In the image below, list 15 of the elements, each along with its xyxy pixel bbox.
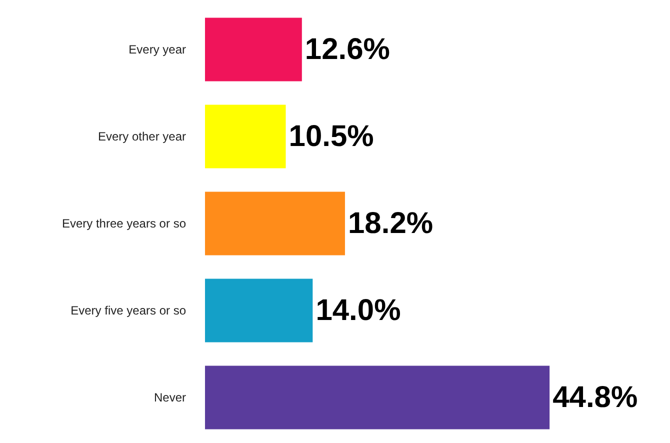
data-label: 14.0% bbox=[316, 294, 401, 328]
data-label: 44.8% bbox=[552, 381, 638, 414]
bar bbox=[205, 366, 550, 430]
data-label: 18.2% bbox=[348, 207, 434, 240]
data-label: 10.5% bbox=[288, 120, 374, 154]
y-tick-label: Every year bbox=[128, 42, 186, 57]
bar bbox=[205, 192, 345, 256]
y-tick-label: Every five years or so bbox=[70, 304, 186, 318]
y-tick-label: Every other year bbox=[98, 130, 186, 144]
y-tick-label: Every three years or so bbox=[62, 216, 186, 231]
bar bbox=[205, 104, 286, 168]
bar bbox=[205, 18, 302, 82]
y-tick-label: Never bbox=[154, 390, 186, 405]
bar bbox=[205, 278, 313, 342]
data-label: 12.6% bbox=[304, 33, 390, 66]
